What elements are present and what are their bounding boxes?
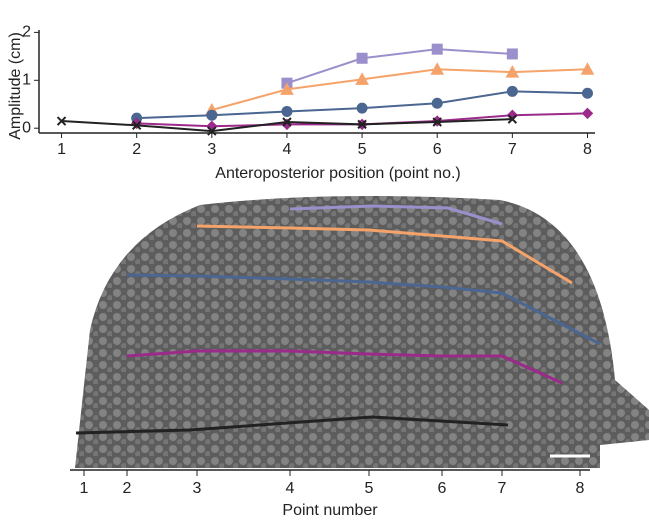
photo: Point number — [70, 196, 649, 519]
marker — [131, 120, 142, 131]
marker — [431, 43, 443, 55]
series-line — [211, 68, 588, 111]
line-chart: Amplitude (cm) Anteroposterior position … — [7, 32, 461, 182]
x-tick-label: 6 — [433, 141, 442, 158]
image-tick-label: 6 — [438, 480, 447, 497]
x-tick-label: 3 — [207, 141, 216, 158]
marker — [505, 65, 520, 78]
y-tick-label: 2 — [22, 24, 31, 41]
overlay-line — [126, 273, 601, 346]
overlay-line — [289, 204, 503, 226]
image-tick-label: 5 — [365, 480, 374, 497]
x-tick-label: 4 — [282, 141, 291, 158]
x-tick-label: 2 — [132, 141, 141, 158]
marker — [430, 62, 445, 75]
marker — [206, 109, 218, 121]
marker — [432, 117, 442, 127]
marker — [281, 105, 293, 117]
marker — [580, 62, 595, 75]
marker — [581, 107, 594, 120]
image-tick-label: 8 — [576, 480, 585, 497]
marker — [581, 87, 593, 99]
image-axis-label: Point number — [282, 502, 378, 519]
overlay-line — [75, 415, 509, 435]
head-image — [75, 196, 649, 468]
image-tick-label: 1 — [80, 480, 89, 497]
x-axis-label: Anteroposterior position (point no.) — [215, 165, 460, 182]
marker — [431, 97, 443, 109]
marker — [506, 48, 518, 60]
x-tick-label: 5 — [358, 141, 367, 158]
marker — [355, 72, 369, 85]
marker — [357, 119, 367, 130]
marker — [282, 117, 292, 127]
overlay-line — [196, 224, 573, 285]
image-tick-label: 2 — [123, 480, 132, 497]
y-axis-label: Amplitude (cm) — [7, 32, 24, 140]
x-tick-label: 1 — [57, 141, 66, 158]
overlay-line — [126, 349, 563, 385]
image-shade — [75, 196, 649, 468]
marker — [507, 114, 518, 124]
marker — [356, 52, 368, 64]
marker — [56, 116, 67, 126]
marker — [356, 102, 368, 114]
x-tick-label: 8 — [583, 141, 592, 158]
marker — [280, 82, 294, 95]
image-tick-label: 7 — [498, 480, 507, 497]
marker — [506, 85, 518, 97]
y-tick-label: 1 — [22, 72, 31, 89]
image-tick-label: 3 — [193, 480, 202, 497]
y-tick-label: 0 — [22, 119, 31, 136]
marker — [207, 126, 217, 136]
image-tick-label: 4 — [286, 480, 295, 497]
series-line — [286, 48, 513, 85]
x-tick-label: 7 — [508, 141, 517, 158]
